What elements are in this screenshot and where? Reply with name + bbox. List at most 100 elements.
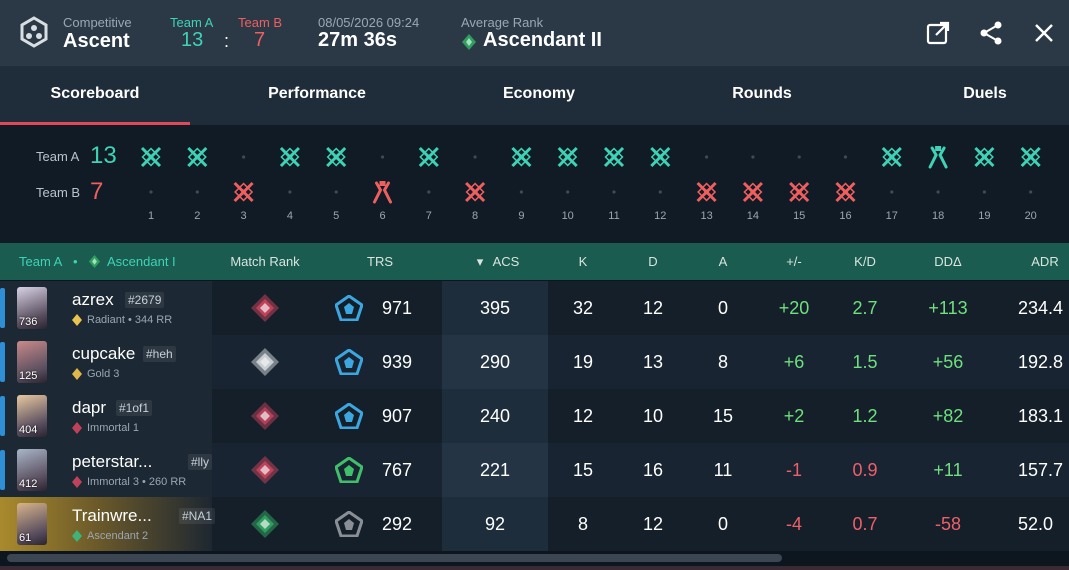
dd-delta-value: +56 <box>932 352 964 372</box>
col-match-rank[interactable]: Match Rank <box>230 254 300 269</box>
tab-economy[interactable]: Economy <box>502 85 575 102</box>
close-icon[interactable] <box>1031 20 1057 46</box>
defuse-icon[interactable] <box>928 146 948 169</box>
player-row[interactable]: 61 Trainwre... #NA1 Ascendant 2 292 92 8 12 0 -4 0… <box>0 497 1069 551</box>
sort-desc-icon[interactable]: ▾ <box>476 254 484 269</box>
elimination-icon[interactable] <box>511 146 532 168</box>
kd-value: 2.7 <box>852 298 878 318</box>
col-adr[interactable]: ADR <box>1031 254 1059 269</box>
player-name[interactable]: cupcake <box>72 344 136 363</box>
elimination-icon[interactable] <box>233 181 254 203</box>
elimination-icon[interactable] <box>650 146 671 168</box>
rank-icon <box>72 314 82 326</box>
player-name[interactable]: dapr <box>72 398 107 417</box>
player-name[interactable]: peterstar... <box>72 452 153 471</box>
col-plus-minus[interactable]: +/- <box>786 254 802 269</box>
round-empty-dot <box>242 155 246 159</box>
elimination-icon[interactable] <box>789 181 810 203</box>
trs-value: 767 <box>381 460 413 480</box>
team-b-label: Team B <box>238 15 283 30</box>
elimination-icon[interactable] <box>279 146 300 168</box>
round-number: 12 <box>654 210 666 222</box>
elimination-icon[interactable] <box>557 146 578 168</box>
player-cell[interactable]: 125 cupcake #heh Gold 3 <box>0 335 212 389</box>
player-row[interactable]: 125 cupcake #heh Gold 3 939 290 19 13 8 +6 1.5 +56 1… <box>0 335 1069 389</box>
elimination-icon[interactable] <box>835 181 856 203</box>
kills-value: 32 <box>572 298 594 318</box>
timeline-team-a-label: Team A <box>36 149 80 164</box>
col-k[interactable]: K <box>578 254 588 269</box>
team-color-bar <box>0 288 5 328</box>
app-logo-icon <box>20 16 48 48</box>
horizontal-scrollbar[interactable] <box>7 554 782 562</box>
trs-value: 939 <box>381 352 413 372</box>
trs-value: 292 <box>381 514 413 534</box>
kills-value: 19 <box>572 352 594 372</box>
bottom-strip <box>0 566 1069 570</box>
elimination-icon[interactable] <box>418 146 439 168</box>
col-d[interactable]: D <box>648 254 658 269</box>
score-separator: : <box>224 31 230 51</box>
assists-value: 11 <box>713 460 733 480</box>
round-number: 9 <box>518 210 524 222</box>
defuse-icon[interactable] <box>373 181 392 204</box>
player-rank: Radiant • 344 RR <box>87 314 173 326</box>
elimination-icon[interactable] <box>881 146 902 168</box>
elimination-icon[interactable] <box>326 146 347 168</box>
map-name: Ascent <box>63 30 130 52</box>
scoreboard-header: Team A • Ascendant I Match Rank TRS ▾ AC… <box>0 243 1069 280</box>
elimination-icon[interactable] <box>696 181 717 203</box>
round-empty-dot <box>890 190 894 194</box>
player-cell[interactable]: 61 Trainwre... #NA1 Ascendant 2 <box>0 497 216 551</box>
col-a[interactable]: A <box>718 254 728 269</box>
elimination-icon[interactable] <box>1020 146 1041 168</box>
elimination-icon[interactable] <box>742 181 763 203</box>
elimination-icon[interactable] <box>140 146 162 168</box>
elimination-icon[interactable] <box>187 146 208 168</box>
player-level: 125 <box>19 370 38 382</box>
agent-avatar <box>17 287 47 329</box>
round-number: 15 <box>793 210 805 222</box>
trs-icon <box>335 403 363 429</box>
elimination-icon[interactable] <box>974 146 995 168</box>
elimination-icon[interactable] <box>603 146 625 168</box>
team-header-dot: • <box>73 254 78 269</box>
team-header-label: Team A <box>19 254 63 269</box>
trs-value: 907 <box>381 406 413 426</box>
col-trs[interactable]: TRS <box>367 254 393 269</box>
kd-value: 0.7 <box>852 514 878 534</box>
tab-scoreboard[interactable]: Scoreboard <box>0 66 190 125</box>
round-timeline: Team A 13 Team B 7 1 2 3 4 5 6 7 8 9 10 11 12 13 14 15… <box>0 125 1069 243</box>
player-cell[interactable]: 404 dapr #1of1 Immortal 1 <box>0 389 212 443</box>
match-rank-icon <box>251 456 279 484</box>
player-row[interactable]: 412 peterstar... #lly Immortal 3 • 260 RR 76… <box>0 443 1069 497</box>
col-acs[interactable]: ACS <box>492 254 520 269</box>
open-external-icon[interactable] <box>925 20 951 46</box>
round-number: 1 <box>148 210 154 222</box>
timeline-team-b-label: Team B <box>36 185 81 200</box>
tab-duels[interactable]: Duels <box>963 85 1007 102</box>
col-kd[interactable]: K/D <box>854 254 876 269</box>
trs-icon <box>335 295 363 321</box>
round-empty-dot <box>982 190 987 194</box>
match-rank-icon <box>251 402 279 430</box>
share-icon[interactable] <box>978 20 1004 46</box>
player-name[interactable]: azrex <box>72 290 114 309</box>
average-rank-value: Ascendant II <box>483 29 602 51</box>
player-cell[interactable]: 412 peterstar... #lly Immortal 3 • 260 RR <box>0 443 213 497</box>
col-dd-delta[interactable]: DDΔ <box>934 254 962 269</box>
player-name[interactable]: Trainwre... <box>72 506 152 525</box>
player-rank: Ascendant 2 <box>87 530 149 542</box>
round-number: 19 <box>978 210 990 222</box>
player-row[interactable]: 736 azrex #2679 Radiant • 344 RR 971 395 32 12 0… <box>0 281 1069 335</box>
player-row[interactable]: 404 dapr #1of1 Immortal 1 907 240 12 10 15 +2 1.2 +… <box>0 389 1069 443</box>
round-number: 4 <box>287 210 293 222</box>
player-tag: #lly <box>188 454 213 470</box>
match-header: Competitive Ascent Team A Team B 13 : 7 … <box>0 0 1069 66</box>
player-cell[interactable]: 736 azrex #2679 Radiant • 344 RR <box>0 281 212 335</box>
tab-performance[interactable]: Performance <box>268 85 366 102</box>
deaths-value: 12 <box>642 298 664 318</box>
elimination-icon[interactable] <box>465 181 486 203</box>
round-empty-dot <box>334 190 338 194</box>
tab-rounds[interactable]: Rounds <box>732 85 792 102</box>
